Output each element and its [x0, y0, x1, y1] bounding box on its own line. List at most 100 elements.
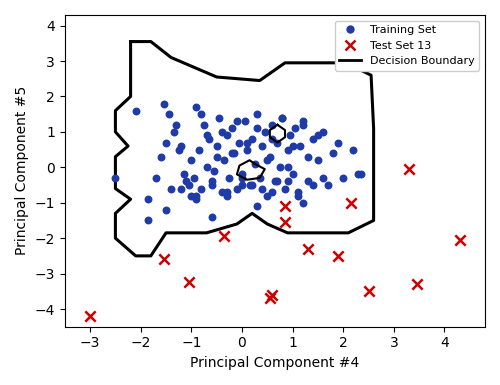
- Training Set: [238, 182, 246, 188]
- Test Set 13: [281, 203, 289, 209]
- Training Set: [264, 157, 272, 163]
- Training Set: [202, 164, 210, 171]
- Training Set: [152, 175, 160, 181]
- Test Set 13: [405, 166, 413, 172]
- Training Set: [195, 147, 203, 153]
- Training Set: [246, 182, 254, 188]
- Training Set: [220, 157, 228, 163]
- Training Set: [314, 157, 322, 163]
- Training Set: [288, 171, 296, 177]
- Training Set: [243, 147, 251, 153]
- Training Set: [298, 122, 306, 128]
- Training Set: [182, 178, 190, 184]
- Training Set: [319, 175, 327, 181]
- Training Set: [264, 192, 272, 199]
- Training Set: [177, 186, 185, 192]
- Training Set: [286, 132, 294, 139]
- Training Set: [253, 125, 261, 131]
- Test Set 13: [364, 288, 372, 295]
- Training Set: [329, 150, 337, 156]
- Training Set: [294, 189, 302, 195]
- Training Set: [324, 182, 332, 188]
- Test Set 13: [412, 281, 420, 287]
- Training Set: [284, 178, 292, 184]
- Training Set: [223, 189, 231, 195]
- Training Set: [258, 186, 266, 192]
- Test Set 13: [266, 295, 274, 301]
- Training Set: [132, 107, 140, 114]
- Training Set: [192, 196, 200, 202]
- Training Set: [291, 125, 299, 131]
- Legend: Training Set, Test Set 13, Decision Boundary: Training Set, Test Set 13, Decision Boun…: [334, 20, 480, 70]
- Training Set: [208, 178, 216, 184]
- Training Set: [350, 147, 358, 153]
- Test Set 13: [456, 237, 464, 243]
- Training Set: [253, 111, 261, 117]
- Training Set: [208, 182, 216, 188]
- Training Set: [164, 111, 172, 117]
- Training Set: [334, 139, 342, 146]
- Training Set: [296, 143, 304, 149]
- Training Set: [304, 154, 312, 160]
- Test Set 13: [86, 313, 94, 319]
- Training Set: [144, 196, 152, 202]
- Test Set 13: [347, 200, 355, 206]
- Training Set: [157, 154, 165, 160]
- Training Set: [268, 189, 276, 195]
- Training Set: [284, 164, 292, 171]
- Training Set: [250, 161, 258, 167]
- Training Set: [185, 182, 193, 188]
- Training Set: [170, 129, 177, 135]
- Test Set 13: [220, 233, 228, 239]
- Training Set: [284, 147, 292, 153]
- Training Set: [144, 218, 152, 224]
- Training Set: [278, 115, 286, 121]
- Training Set: [276, 164, 284, 171]
- Training Set: [205, 136, 213, 142]
- Training Set: [339, 175, 347, 181]
- Training Set: [319, 129, 327, 135]
- Training Set: [198, 186, 205, 192]
- Training Set: [190, 175, 198, 181]
- Training Set: [274, 139, 281, 146]
- Training Set: [230, 150, 238, 156]
- Training Set: [266, 154, 274, 160]
- Training Set: [288, 143, 296, 149]
- Test Set 13: [268, 292, 276, 298]
- Training Set: [309, 136, 317, 142]
- Training Set: [258, 143, 266, 149]
- Training Set: [180, 171, 188, 177]
- Training Set: [223, 132, 231, 139]
- Test Set 13: [160, 256, 168, 263]
- Training Set: [198, 111, 205, 117]
- Training Set: [160, 100, 168, 107]
- Training Set: [218, 129, 226, 135]
- Training Set: [274, 178, 281, 184]
- Y-axis label: Principal Component #5: Principal Component #5: [15, 86, 29, 256]
- Training Set: [177, 143, 185, 149]
- Training Set: [210, 168, 218, 174]
- Training Set: [354, 171, 362, 177]
- Training Set: [278, 115, 286, 121]
- X-axis label: Principal Component #4: Principal Component #4: [190, 356, 360, 370]
- Training Set: [162, 207, 170, 213]
- Training Set: [188, 157, 196, 163]
- Training Set: [248, 136, 256, 142]
- Training Set: [218, 189, 226, 195]
- Training Set: [174, 147, 182, 153]
- Training Set: [253, 203, 261, 209]
- Training Set: [298, 200, 306, 206]
- Training Set: [357, 171, 365, 177]
- Test Set 13: [334, 253, 342, 259]
- Training Set: [233, 118, 241, 124]
- Training Set: [226, 175, 234, 181]
- Training Set: [261, 129, 269, 135]
- Training Set: [192, 104, 200, 110]
- Training Set: [200, 122, 208, 128]
- Training Set: [236, 139, 244, 146]
- Training Set: [240, 118, 248, 124]
- Training Set: [314, 132, 322, 139]
- Training Set: [212, 154, 220, 160]
- Training Set: [243, 139, 251, 146]
- Training Set: [238, 175, 246, 181]
